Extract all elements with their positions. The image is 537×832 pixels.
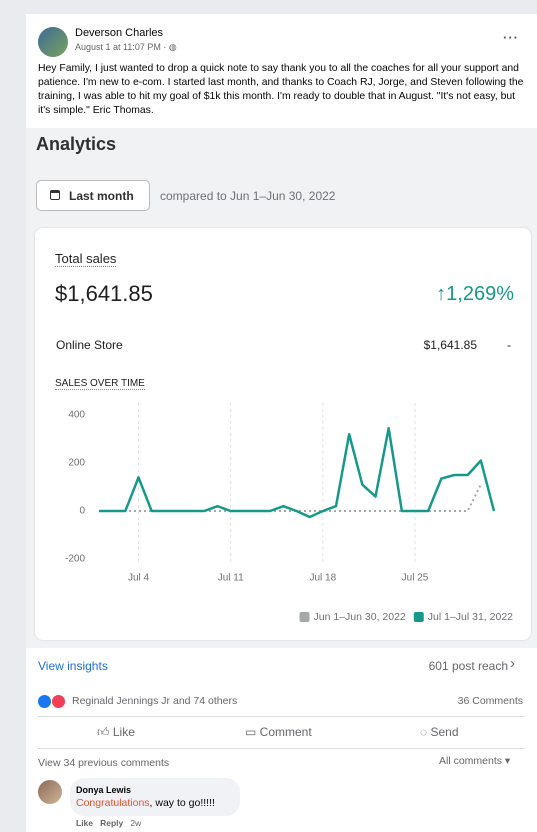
comment-bubble [70,778,240,816]
comment-reply[interactable]: Reply [100,818,124,828]
series-line [99,484,482,512]
previous-comments[interactable]: View 34 previous comments [38,757,170,769]
legend-label: Jul 1–Jul 31, 2022 [428,611,513,623]
comment-body: , way to go!!!!! [149,797,215,809]
like-label[interactable]: Like [112,725,135,739]
sales-card [35,228,531,640]
channel-name: Online Store [56,338,123,352]
author-avatar[interactable] [38,27,68,57]
send-button[interactable]: ◌ Send [420,725,459,739]
comment-like[interactable]: Like [76,818,94,828]
post-reach[interactable]: 601 post reach [428,659,508,673]
comment-label[interactable]: Comment [259,725,312,739]
reactions-text[interactable]: Reginald Jennings Jr and 74 others [72,695,238,707]
x-tick-label: Jul 4 [128,573,150,584]
y-tick-label: -200 [65,554,85,565]
legend-swatch [413,612,424,622]
more-button[interactable]: ··· [503,30,519,45]
period-button[interactable]: Last month [36,180,150,211]
commenter-avatar[interactable] [38,780,62,804]
comment-highlight: Congratulations [76,797,150,809]
analytics-title: Analytics [36,134,117,154]
x-tick-label: Jul 11 [218,573,244,584]
series-line [99,426,496,519]
view-insights[interactable]: View insights [38,659,108,673]
all-comments-label[interactable]: All comments [439,755,503,767]
y-tick-label: 400 [68,410,85,421]
send-label[interactable]: Send [430,725,459,739]
chart-title: SALES OVER TIME [55,378,145,390]
like-reaction-icon [38,695,51,708]
divider [38,716,524,717]
legend-swatch [299,612,310,622]
x-tick-label: Jul 25 [402,573,429,584]
comparison: compared to Jun 1–Jun 30, 2022 [160,189,336,203]
post-time-text[interactable]: August 1 at 11:07 PM · [75,42,167,52]
commenter-name[interactable]: Donya Lewis [76,785,132,795]
comment-button[interactable]: ▭ Comment [245,725,312,739]
comments-count[interactable]: 36 Comments [457,695,523,707]
period-label[interactable]: Last month [69,189,134,203]
love-reaction-icon [52,695,65,708]
total-sales: $1,641.85 [55,281,153,306]
post-time[interactable]: August 1 at 11:07 PM · ◍ [75,42,177,53]
sales-change: ↑1,269% [436,283,514,305]
total-sales-label: Total sales [55,251,117,267]
x-tick-label: Jul 18 [309,573,336,584]
y-tick-label: 200 [68,458,85,469]
all-comments[interactable]: All comments ▾ [439,755,511,767]
calendar-icon [50,190,60,200]
y-tick-label: 0 [79,506,85,517]
like-button[interactable]: 👍︎ Like [97,725,135,739]
author-name[interactable]: Deverson Charles [75,27,164,39]
comment-text: Congratulations, way to go!!!!! [76,797,215,809]
chevron[interactable]: › [510,655,515,672]
globe-icon: ◍ [168,42,177,52]
channel-change: - [507,338,511,352]
legend-label: Jun 1–Jun 30, 2022 [314,611,406,623]
comment-time: 2w [130,818,142,828]
post-text: Hey Family, I just wanted to drop a quic… [38,63,524,116]
divider [38,748,524,749]
channel-value: $1,641.85 [423,338,477,352]
comment-actions: Like Reply 2w [76,818,141,828]
